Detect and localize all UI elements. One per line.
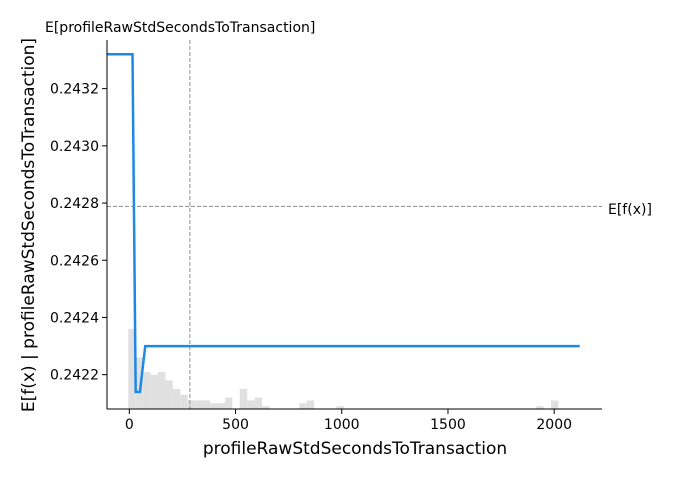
histogram-bar [202, 400, 211, 409]
x-axis-title: profileRawStdSecondsToTransaction [203, 439, 507, 459]
histogram-bar [143, 371, 151, 409]
x-tick-label: 1000 [324, 417, 360, 433]
histogram-bar [224, 397, 233, 409]
x-tick-label: 2000 [536, 417, 572, 433]
series-layer [107, 53, 580, 394]
histogram-bar [336, 406, 344, 409]
histogram-bar [187, 400, 196, 409]
y-tick-label: 0.2428 [50, 196, 99, 212]
y-tick-label: 0.2422 [50, 368, 99, 384]
histogram-bar [157, 371, 166, 409]
partial-dependence-line [107, 53, 580, 394]
histogram-bar [239, 388, 248, 409]
histogram-bar [262, 406, 270, 409]
y-axis-title: E[f(x) | profileRawStdSecondsToTransacti… [19, 38, 39, 412]
histogram-bar [254, 397, 263, 409]
expected-value-label: E[f(x)] [608, 202, 652, 218]
y-tick-label: 0.2432 [50, 82, 99, 98]
histogram-bar [536, 406, 544, 409]
x-tick-label: 500 [222, 417, 249, 433]
reference-lines [107, 40, 602, 409]
histogram-layer [128, 328, 559, 409]
histogram-bar [551, 400, 559, 409]
histogram-bar [150, 374, 158, 409]
y-tick-label: 0.2424 [50, 310, 99, 326]
y-tick-label: 0.2430 [50, 139, 99, 155]
histogram-bar [135, 357, 144, 409]
x-tick-label: 1500 [430, 417, 466, 433]
histogram-bar [217, 403, 225, 409]
top-annotation: E[profileRawStdSecondsToTransaction] [45, 20, 315, 36]
histogram-bar [180, 394, 188, 409]
x-tick-label: 0 [125, 417, 134, 433]
histogram-bar [306, 400, 315, 409]
histogram-bar [299, 403, 307, 409]
axes: 0 500 1000 1500 2000 0.2422 0.2424 0.2426 0.2428… [50, 40, 602, 433]
histogram-bar [195, 400, 203, 409]
histogram-bar [165, 380, 173, 409]
histogram-bar [172, 388, 181, 409]
histogram-bar [247, 400, 255, 409]
y-tick-label: 0.2426 [50, 253, 99, 269]
histogram-bar [210, 403, 218, 409]
histogram-bar [128, 328, 136, 409]
